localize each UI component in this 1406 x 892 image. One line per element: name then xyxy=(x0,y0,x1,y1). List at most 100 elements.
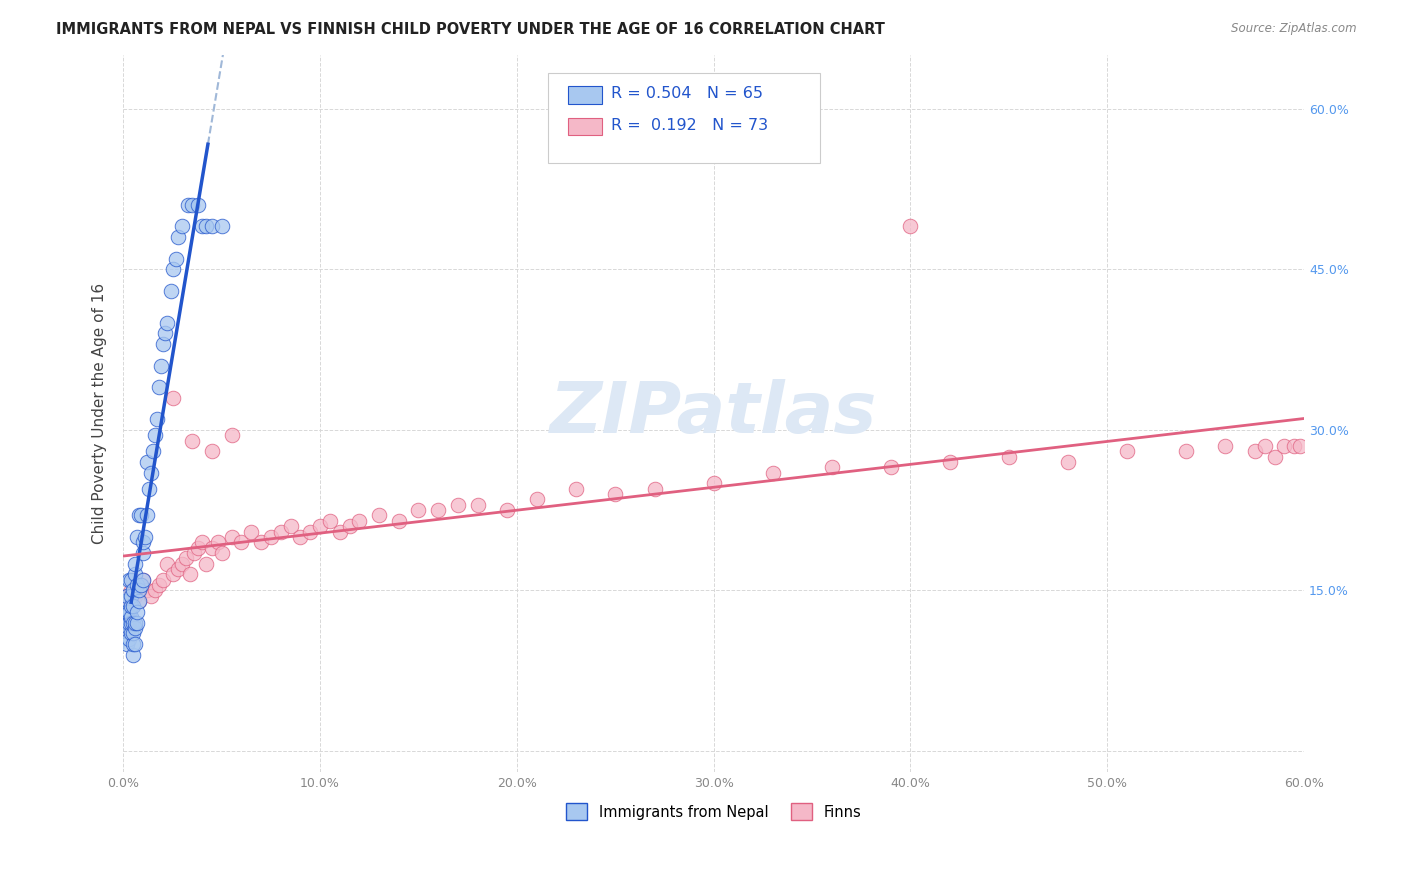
Point xyxy=(194,219,217,234)
Point xyxy=(128,583,150,598)
Point xyxy=(114,605,136,619)
Point xyxy=(1274,439,1296,453)
Point xyxy=(125,615,148,630)
Point xyxy=(122,615,145,630)
Point xyxy=(172,219,194,234)
Point xyxy=(120,589,142,603)
Point xyxy=(124,557,146,571)
Point xyxy=(155,557,177,571)
Point xyxy=(120,626,142,640)
Point xyxy=(148,578,170,592)
Point xyxy=(139,589,162,603)
Point xyxy=(162,567,184,582)
Point xyxy=(565,482,588,496)
Point xyxy=(339,519,361,533)
Point xyxy=(143,428,166,442)
Point xyxy=(135,508,157,523)
Point xyxy=(211,219,233,234)
Point xyxy=(388,514,411,528)
Point xyxy=(447,498,470,512)
Point xyxy=(118,621,141,635)
Point xyxy=(125,605,148,619)
Point xyxy=(1175,444,1198,458)
Point xyxy=(467,498,489,512)
Point xyxy=(167,562,190,576)
Point xyxy=(201,541,224,555)
Point xyxy=(118,632,141,646)
Point xyxy=(124,567,146,582)
Point xyxy=(122,626,145,640)
Point xyxy=(159,284,181,298)
Point xyxy=(183,546,205,560)
Text: R =  0.192   N = 73: R = 0.192 N = 73 xyxy=(612,118,768,133)
Point xyxy=(349,514,371,528)
Point xyxy=(187,541,209,555)
Point xyxy=(149,359,172,373)
Point xyxy=(120,583,142,598)
Point xyxy=(329,524,352,539)
Point xyxy=(135,455,157,469)
Point xyxy=(128,594,150,608)
Point xyxy=(290,530,312,544)
Point xyxy=(167,230,190,244)
Point xyxy=(240,524,263,539)
Point xyxy=(221,428,243,442)
Point xyxy=(118,599,141,614)
Point xyxy=(132,546,155,560)
Point xyxy=(177,198,200,212)
Point xyxy=(138,482,160,496)
Point xyxy=(118,605,141,619)
Point xyxy=(124,615,146,630)
Point xyxy=(309,519,332,533)
Text: IMMIGRANTS FROM NEPAL VS FINNISH CHILD POVERTY UNDER THE AGE OF 16 CORRELATION C: IMMIGRANTS FROM NEPAL VS FINNISH CHILD P… xyxy=(56,22,886,37)
Point xyxy=(179,567,201,582)
Point xyxy=(162,262,184,277)
Point xyxy=(128,594,150,608)
Point xyxy=(211,546,233,560)
Point xyxy=(125,578,148,592)
Point xyxy=(191,219,214,234)
Point xyxy=(132,535,155,549)
Point xyxy=(120,573,142,587)
Text: ZIPatlas: ZIPatlas xyxy=(550,379,877,449)
Point xyxy=(201,444,224,458)
Point xyxy=(299,524,322,539)
Point xyxy=(194,557,217,571)
Point xyxy=(124,589,146,603)
Point xyxy=(155,316,177,330)
Point xyxy=(120,615,142,630)
Point xyxy=(115,615,138,630)
Point xyxy=(125,530,148,544)
Point xyxy=(408,503,430,517)
Point xyxy=(1284,439,1306,453)
Point xyxy=(129,508,152,523)
Point xyxy=(270,524,292,539)
Point xyxy=(148,380,170,394)
Point xyxy=(427,503,450,517)
Point xyxy=(143,583,166,598)
Point xyxy=(122,583,145,598)
Point xyxy=(114,594,136,608)
Point xyxy=(145,412,167,426)
Point xyxy=(880,460,903,475)
Point xyxy=(1244,444,1267,458)
Point xyxy=(250,535,273,549)
Point xyxy=(115,637,138,651)
Point xyxy=(142,444,165,458)
Point xyxy=(122,648,145,662)
Point xyxy=(703,476,725,491)
Bar xyxy=(568,86,602,103)
Point xyxy=(280,519,302,533)
Point xyxy=(122,573,145,587)
Point xyxy=(1289,439,1312,453)
Point xyxy=(124,637,146,651)
FancyBboxPatch shape xyxy=(548,73,820,162)
Text: Source: ZipAtlas.com: Source: ZipAtlas.com xyxy=(1232,22,1357,36)
Text: R = 0.504   N = 65: R = 0.504 N = 65 xyxy=(612,87,763,102)
Point xyxy=(118,615,141,630)
Point xyxy=(125,578,148,592)
Point xyxy=(605,487,627,501)
Point xyxy=(260,530,283,544)
Point xyxy=(191,535,214,549)
Point xyxy=(139,466,162,480)
